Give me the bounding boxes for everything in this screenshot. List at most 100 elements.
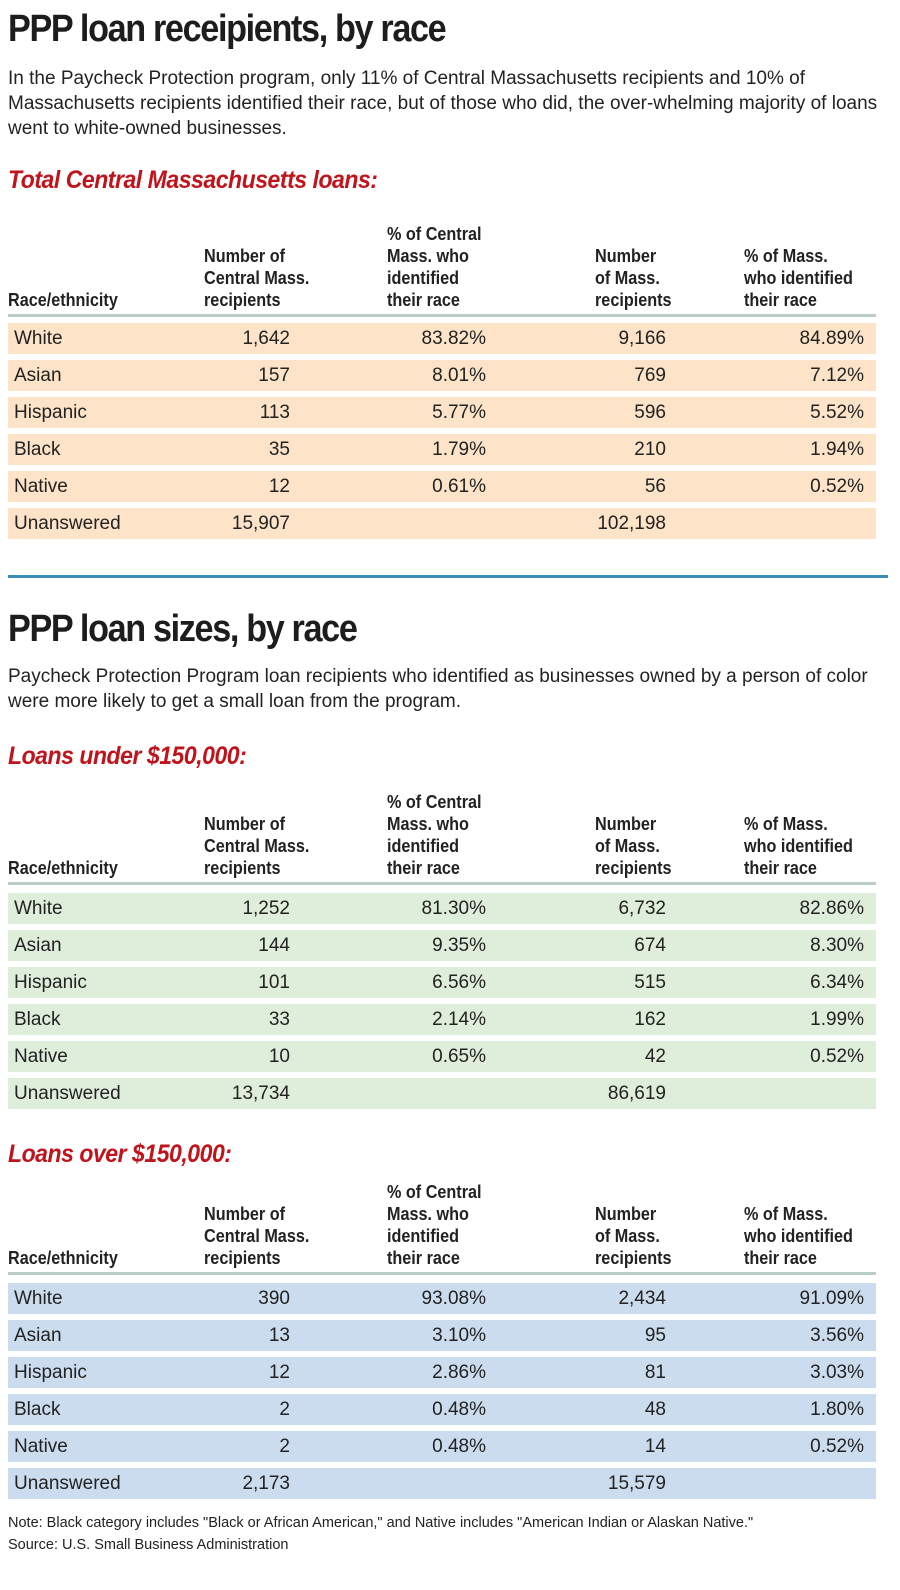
table-cell: Unanswered xyxy=(14,1083,121,1104)
section-divider xyxy=(8,575,888,578)
table-row: Black 2 0.48% 48 1.80% xyxy=(8,1394,876,1425)
section1-description: In the Paycheck Protection program, only… xyxy=(8,68,878,139)
table-cell: 0.61% xyxy=(432,476,486,497)
table-cell: Hispanic xyxy=(14,972,87,993)
table-cell: 2 xyxy=(279,1399,290,1420)
table-cell: 1,252 xyxy=(242,898,290,919)
table-cell: 2 xyxy=(279,1436,290,1457)
table-cell: Unanswered xyxy=(14,513,121,534)
table-cell: 102,198 xyxy=(597,513,666,534)
table-row: Hispanic 113 5.77% 596 5.52% xyxy=(8,397,876,428)
table-cell: 2,173 xyxy=(242,1473,290,1494)
table-cell: 515 xyxy=(634,972,666,993)
column-header: % of Mass. who identified their race xyxy=(744,1204,853,1268)
table-cell: Asian xyxy=(14,1325,62,1346)
table-cell: 596 xyxy=(634,402,666,423)
table3-body: White 390 93.08% 2,434 91.09% Asian 13 3.10% 95 3… xyxy=(8,1283,876,1505)
column-header: Number of Mass. recipients xyxy=(595,1204,672,1268)
table-cell: 162 xyxy=(634,1009,666,1030)
table-cell: 93.08% xyxy=(421,1288,486,1309)
table-cell: 8.01% xyxy=(432,365,486,386)
section2-description: Paycheck Protection Program loan recipie… xyxy=(8,666,868,712)
table-cell: Black xyxy=(14,1009,61,1030)
table-cell: 1.94% xyxy=(810,439,864,460)
table-cell: White xyxy=(14,328,63,349)
table-cell: 8.30% xyxy=(810,935,864,956)
table-cell: 33 xyxy=(268,1009,290,1030)
table-cell: 1.80% xyxy=(810,1399,864,1420)
table-cell: 7.12% xyxy=(810,365,864,386)
table-cell: 15,579 xyxy=(607,1473,666,1494)
table-cell: Native xyxy=(14,476,68,497)
table-row: Hispanic 101 6.56% 515 6.34% xyxy=(8,967,876,998)
column-header: % of Central Mass. who identified their … xyxy=(387,1182,482,1268)
table-cell: 3.03% xyxy=(810,1362,864,1383)
table-row: Native 10 0.65% 42 0.52% xyxy=(8,1041,876,1072)
table-cell: 95 xyxy=(644,1325,666,1346)
table-cell: Unanswered xyxy=(14,1473,121,1494)
table-cell: 82.86% xyxy=(799,898,864,919)
table-cell: 6.34% xyxy=(810,972,864,993)
table-cell: 674 xyxy=(634,935,666,956)
table1-header: Race/ethnicity Number of Central Mass. re… xyxy=(8,207,876,317)
column-header: Number of Central Mass. recipients xyxy=(204,814,310,878)
column-header: % of Central Mass. who identified their … xyxy=(387,224,482,310)
table-row: Asian 144 9.35% 674 8.30% xyxy=(8,930,876,961)
table-row: Unanswered 2,173 15,579 xyxy=(8,1468,876,1499)
table-cell: 56 xyxy=(644,476,666,497)
table-cell: 1.79% xyxy=(432,439,486,460)
table-row: Unanswered 15,907 102,198 xyxy=(8,508,876,539)
table-cell: Native xyxy=(14,1436,68,1457)
table-cell: 81.30% xyxy=(421,898,486,919)
table3-subtitle: Loans over $150,000: xyxy=(8,1140,232,1168)
table-cell: 6.56% xyxy=(432,972,486,993)
table-cell: Hispanic xyxy=(14,1362,87,1383)
table-cell: Native xyxy=(14,1046,68,1067)
table-cell: Hispanic xyxy=(14,402,87,423)
table-row: Unanswered 13,734 86,619 xyxy=(8,1078,876,1109)
table-cell: 113 xyxy=(259,402,290,423)
table-cell: 9.35% xyxy=(432,935,486,956)
table-cell: 157 xyxy=(258,365,290,386)
column-header: % of Mass. who identified their race xyxy=(744,814,853,878)
table-cell: 83.82% xyxy=(421,328,486,349)
table-cell: 2.14% xyxy=(432,1009,486,1030)
table-cell: 35 xyxy=(268,439,290,460)
table2-subtitle: Loans under $150,000: xyxy=(8,742,247,770)
column-header: Race/ethnicity xyxy=(8,290,118,310)
table-cell: 13 xyxy=(268,1325,290,1346)
table-cell: 15,907 xyxy=(231,513,290,534)
table-cell: 2.86% xyxy=(432,1362,486,1383)
table-cell: Black xyxy=(14,1399,61,1420)
note-text: Note: Black category includes "Black or … xyxy=(8,1515,754,1531)
table-cell: 13,734 xyxy=(231,1083,290,1104)
table1-subtitle: Total Central Massachusetts loans: xyxy=(8,166,378,194)
table-row: White 390 93.08% 2,434 91.09% xyxy=(8,1283,876,1314)
table-cell: 5.77% xyxy=(432,402,486,423)
table-row: Asian 157 8.01% 769 7.12% xyxy=(8,360,876,391)
column-header: Number of Central Mass. recipients xyxy=(204,1204,310,1268)
column-header: Race/ethnicity xyxy=(8,1248,118,1268)
table-row: Native 12 0.61% 56 0.52% xyxy=(8,471,876,502)
table-row: Native 2 0.48% 14 0.52% xyxy=(8,1431,876,1462)
table-row: Hispanic 12 2.86% 81 3.03% xyxy=(8,1357,876,1388)
table-cell: Asian xyxy=(14,935,62,956)
table-cell: Asian xyxy=(14,365,62,386)
table-cell: Black xyxy=(14,439,61,460)
table-cell: 0.52% xyxy=(810,476,864,497)
table-cell: 0.48% xyxy=(432,1436,486,1457)
table-row: Asian 13 3.10% 95 3.56% xyxy=(8,1320,876,1351)
table-row: White 1,252 81.30% 6,732 82.86% xyxy=(8,893,876,924)
table-cell: 2,434 xyxy=(618,1288,666,1309)
table3-header: Race/ethnicity Number of Central Mass. re… xyxy=(8,1165,876,1275)
table-cell: 14 xyxy=(644,1436,666,1457)
table-row: Black 33 2.14% 162 1.99% xyxy=(8,1004,876,1035)
table-cell: 5.52% xyxy=(810,402,864,423)
table-cell: 42 xyxy=(644,1046,666,1067)
column-header: % of Central Mass. who identified their … xyxy=(387,792,482,878)
table-row: Black 35 1.79% 210 1.94% xyxy=(8,434,876,465)
column-header: % of Mass. who identified their race xyxy=(744,246,853,310)
table-cell: 12 xyxy=(268,1362,290,1383)
table-cell: 210 xyxy=(634,439,666,460)
table1-body: White 1,642 83.82% 9,166 84.89% Asian 157 8.01%… xyxy=(8,323,876,545)
